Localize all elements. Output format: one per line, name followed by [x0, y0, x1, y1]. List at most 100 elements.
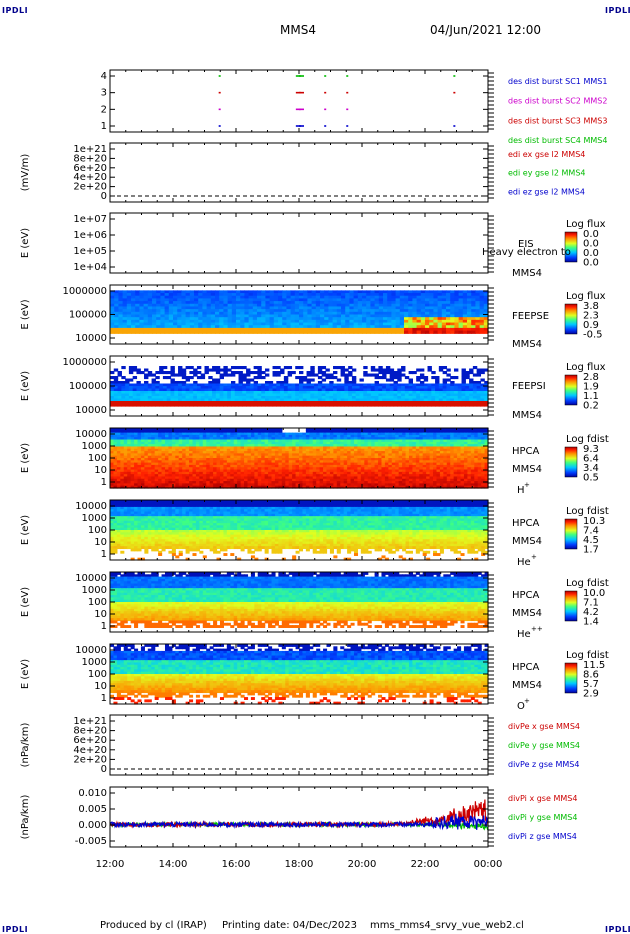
spectrogram-cell — [189, 311, 195, 316]
spectrogram-cell — [429, 444, 434, 448]
spectrogram-cell — [341, 306, 346, 310]
spectrogram-cell — [147, 295, 153, 300]
spectrogram-cell — [193, 401, 198, 405]
spectrogram-cell — [408, 391, 413, 395]
spectrogram-cell — [198, 303, 203, 308]
spectrogram-cell — [325, 368, 330, 372]
spectrogram-cell — [433, 317, 439, 321]
spectrogram-cell — [248, 317, 254, 321]
spectrogram-cell — [465, 373, 470, 377]
spectrogram-cell — [206, 295, 212, 300]
spectrogram-cell — [329, 430, 334, 434]
spectrogram-cell — [238, 371, 243, 375]
spectrogram-cell — [134, 432, 139, 436]
spectrogram-cell — [370, 366, 376, 370]
spectrogram-cell — [476, 393, 482, 397]
spectrogram-cell — [350, 437, 355, 441]
spectrogram-cell — [453, 401, 459, 405]
spectrogram-cell — [420, 325, 426, 329]
spectrogram-cell — [139, 290, 145, 294]
spectrogram-cell — [212, 366, 217, 370]
spectrogram-cell — [340, 432, 345, 436]
spectrogram-cell — [231, 306, 237, 310]
spectrogram-cell — [238, 378, 243, 382]
spectrogram-cell — [250, 437, 255, 441]
spectrogram-cell — [196, 396, 202, 400]
spectrogram-cell — [174, 388, 179, 392]
spectrogram-cell — [416, 403, 421, 407]
spectrogram-cell — [433, 293, 439, 297]
spectrogram-cell — [288, 439, 293, 443]
spectrogram-cell — [128, 383, 134, 387]
spectrogram-cell — [458, 298, 464, 302]
spectrogram-cell — [326, 430, 331, 434]
spectrogram-cell — [325, 403, 330, 407]
spectrogram-cell — [196, 366, 202, 370]
spectrogram-cell — [465, 398, 470, 402]
spectrogram-cell — [271, 428, 276, 431]
spectrogram-cell — [177, 298, 182, 302]
spectrogram-cell — [436, 441, 441, 445]
spectrogram-cell — [305, 437, 310, 441]
spectrogram-cell — [137, 430, 142, 434]
spectrogram-cell — [454, 327, 460, 332]
spectrogram-cell — [117, 381, 122, 385]
spectrogram-cell — [323, 444, 328, 448]
spectrogram-cell — [202, 290, 208, 294]
spectrogram-cell — [387, 295, 392, 300]
spectrogram-cell — [272, 398, 277, 402]
spectrogram-cell — [315, 290, 321, 294]
spectrogram-cell — [302, 388, 308, 392]
spectrogram-cell — [340, 388, 345, 392]
spectrogram-cell — [484, 391, 489, 395]
spectrogram-cell — [238, 398, 243, 402]
spectrogram-cell — [477, 448, 482, 452]
spectrogram-cell — [261, 448, 266, 452]
spectrogram-cell — [460, 430, 465, 434]
spectrogram-cell — [374, 306, 380, 310]
spectrogram-cell — [236, 325, 241, 329]
spectrogram-cell — [479, 325, 485, 329]
spectrogram-cell — [363, 366, 368, 370]
spectrogram-cell — [484, 386, 489, 390]
spectrogram-cell — [212, 388, 217, 392]
spectrogram-cell — [219, 437, 224, 441]
spectrogram-cell — [324, 311, 329, 316]
spectrogram-cell — [425, 325, 430, 329]
spectrogram-cell — [272, 388, 277, 392]
spectrogram-cell — [329, 434, 334, 438]
spectrogram-cell — [151, 437, 156, 441]
spectrogram-cell — [113, 396, 119, 400]
spectrogram-cell — [200, 373, 206, 377]
spectrogram-cell — [240, 444, 245, 448]
spectrogram-cell — [151, 432, 156, 436]
spectrogram-cell — [292, 444, 297, 448]
spectrogram-cell — [299, 325, 304, 329]
spectrogram-cell — [236, 309, 241, 313]
spectrogram-cell — [174, 393, 179, 397]
spectrogram-cell — [393, 371, 398, 375]
spectrogram-cell — [274, 439, 279, 443]
spectrogram-cell — [341, 301, 346, 305]
spectrogram-cell — [173, 301, 178, 305]
spectrogram-cell — [257, 290, 262, 294]
spectrogram-cell — [349, 314, 355, 318]
spectrogram-cell — [130, 434, 135, 438]
spectrogram-cell — [147, 446, 152, 450]
spectrogram-cell — [362, 303, 367, 308]
spectrogram-cell — [250, 446, 255, 450]
spectrogram-cell — [215, 295, 220, 300]
spectrogram-cell — [181, 403, 187, 407]
spectrogram-cell — [408, 378, 413, 382]
spectrogram-cell — [215, 301, 220, 305]
spectrogram-cell — [278, 303, 283, 308]
spectrogram-cell — [345, 330, 350, 334]
spectrogram-cell — [385, 378, 391, 382]
spectrogram-cell — [164, 430, 170, 434]
spectrogram-cell — [310, 398, 315, 402]
spectrogram-cell — [319, 439, 324, 443]
spectrogram-cell — [257, 439, 262, 443]
spectrogram-cell — [139, 306, 145, 310]
spectrogram-cell — [261, 330, 266, 334]
spectrogram-cell — [378, 366, 383, 370]
